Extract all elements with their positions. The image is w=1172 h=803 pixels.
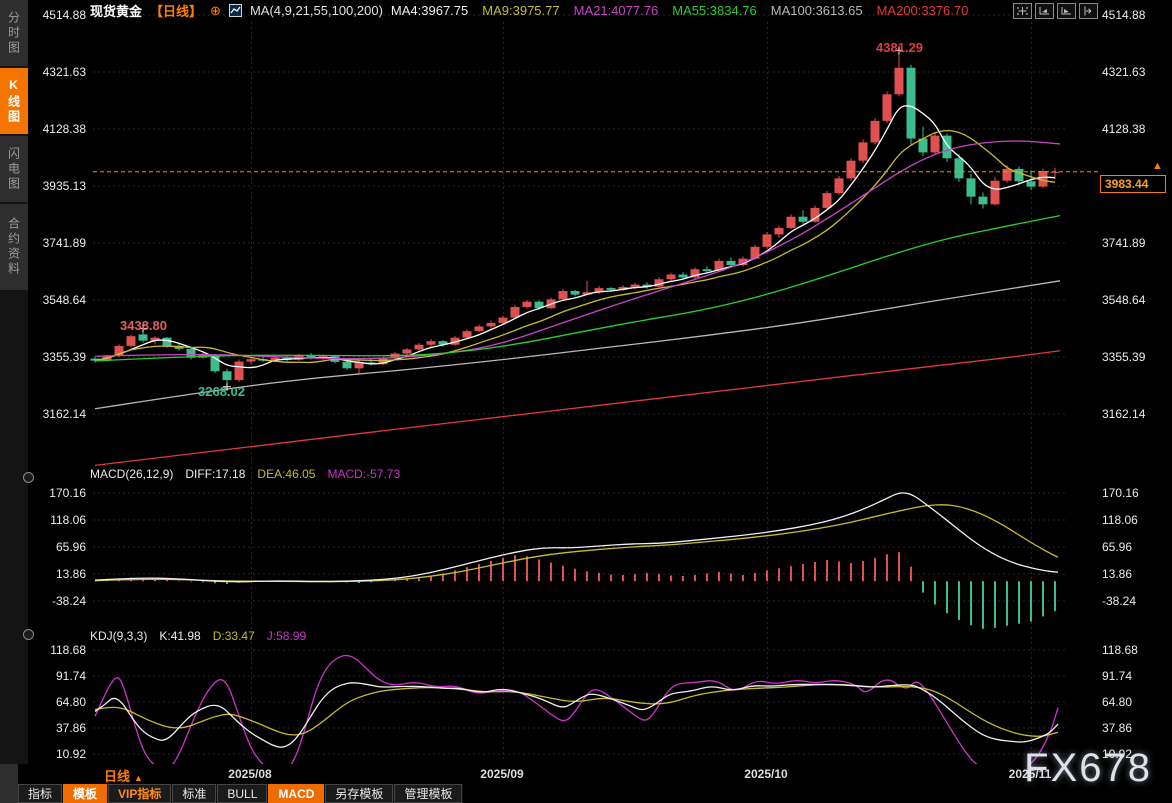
last-price-tag[interactable]: 3983.44	[1100, 175, 1166, 193]
swing-high-label: 3438.80	[120, 318, 167, 333]
toolbar-tab-指标[interactable]: 指标	[18, 784, 63, 803]
toolbar-tab-VIP指标[interactable]: VIP指标	[108, 784, 172, 803]
kdj-pane-label: KDJ(9,3,3) K:41.98 D:33.47 J:58.99	[90, 629, 306, 643]
date-label: 2025/09	[480, 767, 524, 781]
candlestick-icon[interactable]	[228, 3, 242, 17]
date-label: 2025/11	[1008, 767, 1052, 781]
price-axis-tick-label: 3355.39	[42, 349, 86, 364]
chart-toolbar-icons	[1013, 3, 1098, 19]
sidebar-item-timeshare[interactable]: 分时图	[0, 0, 28, 66]
toolbar-tab-模板[interactable]: 模板	[63, 784, 108, 803]
chart-header: 现货黄金 【日线】 ⊕ MA(4,9,21,55,100,200) MA4:39…	[90, 2, 968, 19]
ma-legend: MA4:3967.75 MA9:3975.77 MA21:4077.76 MA55:3…	[391, 3, 968, 18]
kdj-axis-tick-label: 37.86	[55, 721, 86, 735]
ma-legend-item: MA4:3967.75	[390, 2, 469, 18]
symbol-name: 现货黄金	[90, 3, 143, 19]
ma-legend-item: MA55:3834.76	[672, 2, 757, 18]
ma-legend-item: MA9:3975.77	[482, 2, 560, 18]
left-sidebar: 分时图 K线图 闪电图 合约资料	[0, 0, 28, 764]
price-axis-tick-label: 4514.88	[1102, 8, 1146, 22]
macd-axis-tick-label: 65.96	[1102, 540, 1133, 554]
kdj-k-value: K:41.98	[159, 629, 201, 643]
sidebar-item-contract-info[interactable]: 合约资料	[0, 204, 28, 290]
pan-right-icon[interactable]	[1079, 3, 1098, 19]
price-axis-tick-label: 4321.63	[42, 65, 86, 79]
toolbar-tab-管理模板[interactable]: 管理模板	[394, 784, 463, 803]
ma-legend-item: MA100:3613.65	[770, 2, 863, 18]
date-axis: 日线 ▲ 2025/08 2025/09 2025/10 2025/11	[0, 764, 1172, 784]
price-axis-tick-label: 4128.38	[1102, 122, 1146, 136]
sidebar-item-flash[interactable]: 闪电图	[0, 136, 28, 202]
kdj-axis-tick-label: 64.80	[1102, 695, 1133, 709]
kdj-axis-tick-label: 118.68	[1102, 643, 1138, 657]
price-axis-tick-label: 4321.63	[1102, 65, 1146, 79]
crosshair-icon[interactable]	[1013, 3, 1032, 19]
snap-left-icon[interactable]	[1035, 3, 1054, 19]
macd-axis-tick-label: 118.06	[1102, 513, 1138, 527]
period-label[interactable]: 【日线】	[150, 3, 203, 19]
toolbar-tab-标准[interactable]: 标准	[172, 784, 217, 803]
price-axis-tick-label: 3741.89	[42, 235, 86, 250]
macd-axis-tick-label: 170.16	[1102, 486, 1139, 500]
macd-axis-tick-label: 65.96	[55, 540, 86, 554]
price-axis-tick-label: 3162.14	[1102, 407, 1146, 421]
toolbar-tab-BULL[interactable]: BULL	[217, 784, 268, 803]
kdj-axis-tick-label: 37.86	[1102, 721, 1133, 735]
kdj-axis-tick-label: 91.74	[1102, 669, 1133, 683]
price-axis-tick-label: 3741.89	[1102, 235, 1146, 250]
macd-axis-tick-label: -38.24	[1102, 594, 1137, 608]
kdj-axis-tick-label: 91.74	[55, 669, 86, 683]
scroll-to-latest-icon[interactable]: ▲	[1152, 160, 1163, 172]
macd-axis-tick-label: 13.86	[55, 567, 86, 581]
kdj-axis-tick-label: 10.92	[55, 747, 86, 761]
kdj-j-value: J:58.99	[266, 629, 307, 643]
period-selector[interactable]: 日线 ▲	[104, 766, 143, 785]
kdj-d-value: D:33.47	[212, 629, 255, 643]
macd-axis-tick-label: 13.86	[1102, 567, 1133, 581]
price-axis-tick-label: 3935.13	[42, 179, 86, 193]
macd-axis-tick-label: -38.24	[51, 594, 86, 608]
ma-settings-label[interactable]: MA(4,9,21,55,100,200)	[249, 2, 383, 18]
date-label: 2025/10	[744, 767, 788, 781]
date-label: 2025/08	[228, 767, 272, 781]
price-axis-tick-label: 4128.38	[42, 122, 86, 136]
macd-pane-toggle[interactable]	[23, 472, 34, 483]
period-selector-label: 日线	[104, 769, 131, 784]
high-price-label: 4381.29	[876, 40, 923, 55]
snap-right-icon[interactable]	[1057, 3, 1076, 19]
macd-axis-tick-label: 170.16	[49, 486, 86, 500]
price-axis-tick-label: 3548.64	[1102, 292, 1146, 307]
kdj-axis-tick-label: 64.80	[55, 695, 86, 709]
kdj-pane-toggle[interactable]	[23, 629, 34, 640]
price-axis-tick-label: 3355.39	[1102, 349, 1146, 364]
corner-block	[0, 764, 18, 803]
swing-low-label: 3268.02	[198, 384, 245, 399]
macd-pane-label: MACD(26,12,9) DIFF:17.18 DEA:46.05 MACD:…	[90, 467, 400, 481]
watermark: FX678	[1024, 746, 1152, 790]
kdj-axis-tick-label: 118.68	[50, 643, 86, 657]
toolbar-tab-MACD[interactable]: MACD	[268, 784, 325, 803]
macd-params-label[interactable]: MACD(26,12,9)	[90, 467, 174, 481]
bottom-toolbar: 指标 模板 VIP指标 标准 BULL MACD 另存模板 管理模板	[18, 784, 464, 803]
price-axis-tick-label: 3548.64	[42, 292, 86, 307]
macd-axis-tick-label: 118.06	[50, 513, 86, 527]
chevron-up-icon: ▲	[134, 773, 143, 783]
add-indicator-icon[interactable]: ⊕	[210, 2, 221, 18]
ma-legend-item: MA21:4077.76	[573, 2, 659, 18]
kdj-axis-tick-label: 10.92	[1102, 747, 1133, 761]
macd-diff-value: DIFF:17.18	[185, 467, 246, 481]
price-axis-tick-label: 3162.14	[42, 407, 86, 421]
macd-hist-value: MACD:-57.73	[327, 467, 401, 481]
ma-legend-item: MA200:3376.70	[876, 2, 969, 18]
price-axis-tick-label: 4514.88	[42, 8, 86, 22]
toolbar-tab-另存模板[interactable]: 另存模板	[325, 784, 394, 803]
macd-dea-value: DEA:46.05	[257, 467, 316, 481]
kdj-params-label[interactable]: KDJ(9,3,3)	[90, 629, 148, 643]
sidebar-item-kline[interactable]: K线图	[0, 68, 28, 134]
